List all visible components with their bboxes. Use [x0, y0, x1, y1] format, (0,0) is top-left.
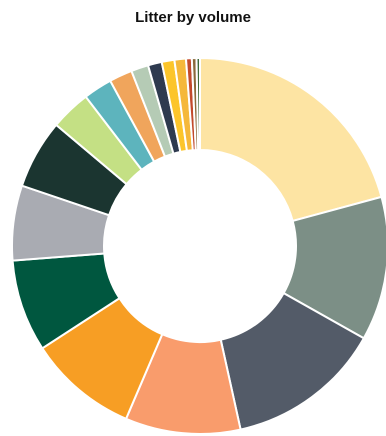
chart-title: Litter by volume — [135, 9, 251, 26]
donut-slice-1 — [199, 56, 383, 223]
donut-slice-18 — [195, 56, 201, 152]
